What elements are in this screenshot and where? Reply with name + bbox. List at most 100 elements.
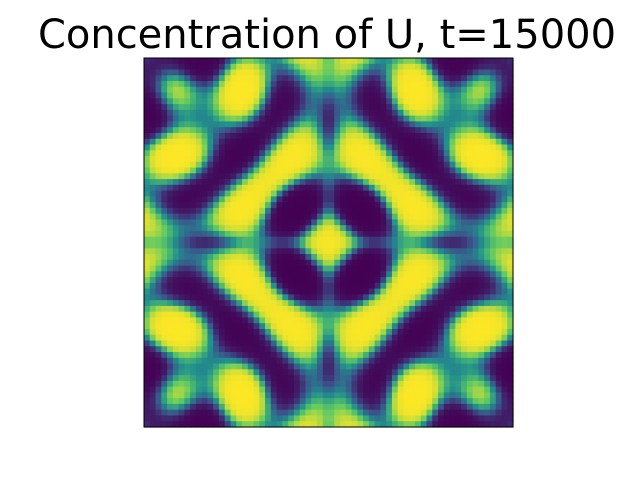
heatmap-cell (340, 109, 347, 117)
heatmap-cell (172, 409, 180, 417)
heatmap-cell (293, 352, 301, 359)
heatmap-cell (259, 294, 266, 301)
heatmap-cell (253, 352, 260, 359)
heatmap-cell (403, 104, 410, 111)
heatmap-cell (236, 213, 243, 221)
heatmap-cell (466, 380, 474, 388)
heatmap-cell (265, 225, 272, 232)
heatmap-cell (472, 190, 480, 197)
heatmap-cell (484, 271, 491, 278)
heatmap-cell (282, 380, 289, 388)
heatmap-cell (507, 184, 514, 192)
heatmap-cell (149, 225, 157, 232)
heatmap-cell (184, 386, 191, 394)
heatmap-cell (478, 138, 485, 146)
heatmap-cell (224, 334, 232, 342)
heatmap-cell (224, 271, 232, 278)
heatmap-cell (184, 63, 191, 71)
heatmap-cell (224, 98, 232, 105)
heatmap-cell (247, 294, 255, 301)
heatmap-cell (236, 230, 243, 238)
heatmap-cell (403, 334, 410, 342)
heatmap-cell (449, 161, 456, 169)
heatmap-cell (276, 369, 283, 376)
heatmap-cell (265, 317, 272, 324)
heatmap-cell (495, 58, 503, 65)
heatmap-cell (253, 69, 260, 76)
heatmap-cell (190, 75, 197, 82)
heatmap-cell (386, 104, 393, 111)
heatmap-cell (195, 398, 203, 405)
heatmap-cell (443, 317, 451, 324)
heatmap-cell (386, 144, 393, 151)
heatmap-cell (432, 346, 439, 353)
heatmap-cell (363, 219, 370, 226)
heatmap-cell (351, 403, 358, 411)
heatmap-cell (144, 346, 151, 353)
heatmap-cell (144, 196, 151, 203)
heatmap-cell (374, 225, 381, 232)
heatmap-cell (242, 213, 249, 221)
heatmap-cell (438, 86, 445, 94)
heatmap-cell (449, 81, 456, 88)
heatmap-cell (426, 421, 433, 428)
heatmap-cell (461, 415, 468, 422)
heatmap-cell (172, 300, 180, 307)
heatmap-cell (172, 305, 180, 313)
heatmap-cell (501, 294, 508, 301)
heatmap-cell (190, 392, 197, 399)
heatmap-cell (397, 328, 405, 336)
heatmap-cell (414, 219, 422, 226)
heatmap-cell (270, 156, 278, 163)
heatmap-cell (420, 75, 428, 82)
heatmap-cell (334, 213, 341, 221)
heatmap-cell (391, 121, 399, 128)
heatmap-cell (293, 196, 301, 203)
heatmap-cell (478, 127, 485, 134)
heatmap-cell (507, 409, 514, 417)
heatmap-cell (345, 369, 353, 376)
heatmap-cell (247, 104, 255, 111)
heatmap-cell (397, 127, 405, 134)
heatmap-cell (449, 132, 456, 140)
heatmap-cell (374, 311, 381, 319)
heatmap-cell (363, 63, 370, 71)
heatmap-cell (449, 69, 456, 76)
heatmap-cell (357, 271, 364, 278)
heatmap-cell (230, 225, 237, 232)
heatmap-cell (242, 132, 249, 140)
heatmap-cell (380, 300, 387, 307)
heatmap-cell (305, 271, 312, 278)
heatmap-cell (172, 167, 180, 174)
heatmap-cell (259, 236, 266, 244)
heatmap-cell (305, 386, 312, 394)
heatmap-cell (340, 173, 347, 180)
heatmap-cell (449, 409, 456, 417)
heatmap-cell (149, 328, 157, 336)
heatmap-cell (368, 202, 376, 209)
heatmap-cell (501, 196, 508, 203)
heatmap-cell (351, 63, 358, 71)
heatmap-cell (495, 104, 503, 111)
heatmap-cell (144, 156, 151, 163)
heatmap-cell (357, 288, 364, 295)
heatmap-cell (340, 207, 347, 215)
heatmap-cell (363, 98, 370, 105)
heatmap-cell (478, 369, 485, 376)
heatmap-cell (443, 230, 451, 238)
heatmap-cell (507, 104, 514, 111)
heatmap-cell (247, 190, 255, 197)
heatmap-cell (276, 75, 283, 82)
heatmap-cell (259, 98, 266, 105)
heatmap-cell (455, 156, 462, 163)
heatmap-cell (149, 375, 157, 382)
heatmap-cell (322, 242, 330, 249)
heatmap-cell (230, 179, 237, 186)
heatmap-cell (184, 86, 191, 94)
heatmap-cell (484, 63, 491, 71)
heatmap-cell (224, 75, 232, 82)
heatmap-cell (161, 277, 168, 284)
heatmap-cell (161, 386, 168, 394)
heatmap-cell (340, 265, 347, 272)
heatmap-cell (293, 323, 301, 330)
